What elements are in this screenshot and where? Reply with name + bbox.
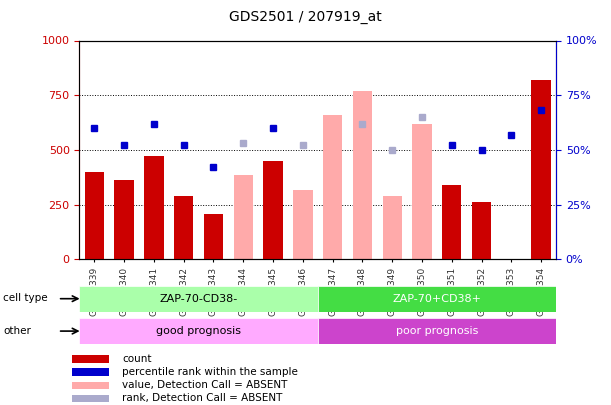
Bar (85, 172, 104, 259)
Text: good prognosis: good prognosis (156, 326, 241, 336)
Text: poor prognosis: poor prognosis (396, 326, 478, 336)
Bar (382, 196, 402, 259)
Bar (353, 91, 372, 259)
Text: value, Detection Call = ABSENT: value, Detection Call = ABSENT (122, 380, 288, 390)
Bar (293, 190, 312, 259)
Bar (263, 161, 283, 259)
Bar (472, 202, 491, 259)
Text: GDS2501 / 207919_at: GDS2501 / 207919_at (229, 10, 382, 24)
Bar (174, 196, 193, 259)
Bar (79, 318, 318, 344)
Bar (144, 156, 164, 259)
Bar (412, 124, 431, 259)
Bar (532, 80, 551, 259)
Text: other: other (3, 326, 31, 336)
Bar (72, 355, 109, 362)
Text: count: count (122, 354, 152, 364)
Bar (318, 318, 556, 344)
Text: cell type: cell type (3, 294, 48, 303)
Bar (114, 181, 134, 259)
Bar (442, 185, 461, 259)
Bar (72, 395, 109, 402)
Bar (72, 369, 109, 376)
Text: percentile rank within the sample: percentile rank within the sample (122, 367, 298, 377)
Text: ZAP-70-CD38-: ZAP-70-CD38- (159, 294, 238, 304)
Bar (323, 115, 342, 259)
Bar (204, 214, 223, 259)
Bar (233, 175, 253, 259)
Bar (318, 286, 556, 312)
Text: rank, Detection Call = ABSENT: rank, Detection Call = ABSENT (122, 393, 283, 403)
Bar (79, 286, 318, 312)
Bar (72, 382, 109, 389)
Text: ZAP-70+CD38+: ZAP-70+CD38+ (392, 294, 481, 304)
